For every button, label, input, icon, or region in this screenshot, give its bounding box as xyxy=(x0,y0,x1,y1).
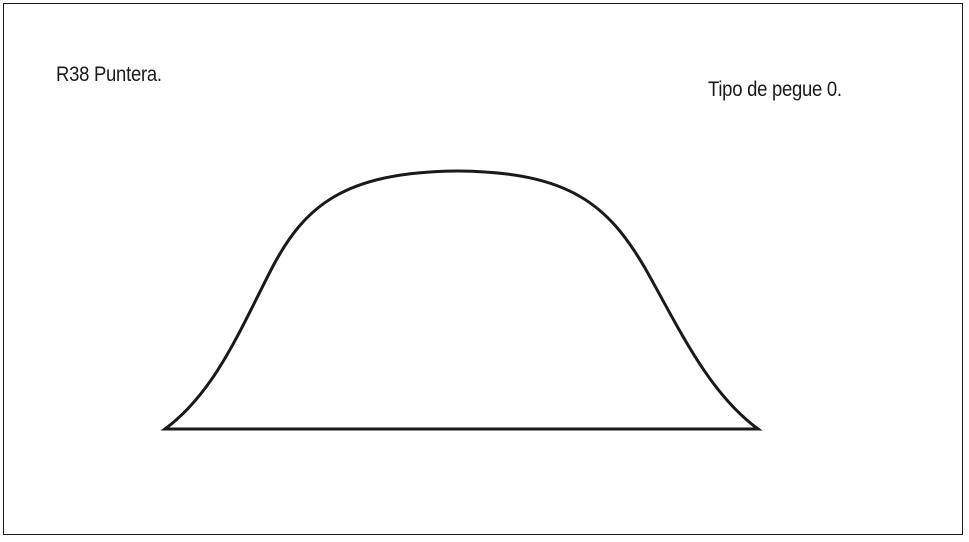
toe-cap-outline xyxy=(160,169,763,431)
diagram-frame xyxy=(3,3,963,535)
piece-name-label: R38 Puntera. xyxy=(56,63,162,86)
attachment-type-label: Tipo de pegue 0. xyxy=(708,78,842,101)
